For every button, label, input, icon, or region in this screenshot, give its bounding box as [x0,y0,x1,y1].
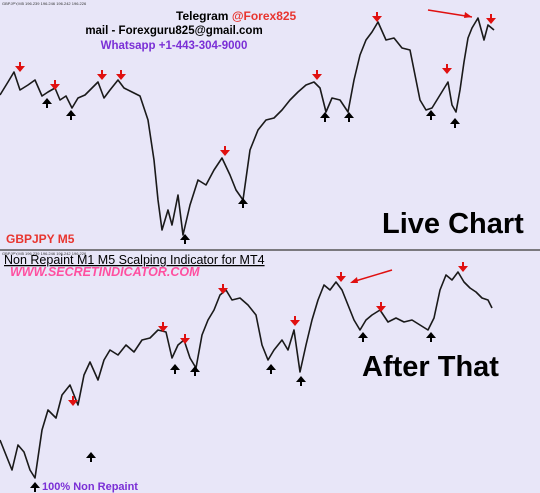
contact: Telegram @Forex825 [176,9,297,23]
mail: mail - Forexguru825@gmail.com [85,25,262,37]
whatsapp: Whatsapp +1-443-304-9000 [101,40,248,52]
footer: 100% Non Repaint [42,481,138,493]
symbol: GBPJPY M5 [6,232,75,246]
arrows [30,262,468,492]
price-line [0,271,493,479]
website: WWW.SECRETINDICATOR.COM [10,265,200,279]
info-line: GBPJPY,M5 196.239 196.246 196.242 196.22… [2,251,87,256]
telegram-handle: @Forex825 [232,9,297,23]
title: Non Repaint M1 M5 Scalping Indicator for… [4,253,265,267]
info-line: GBPJPY,M5 196.239 196.246 196.242 196.22… [2,1,87,6]
caption: After That [362,351,499,383]
pointer-head [464,12,472,18]
pointer-arrow [351,269,393,283]
price-line [0,17,495,236]
telegram-label: Telegram [176,9,228,23]
caption: Live Chart [382,208,524,240]
pointer-head [350,277,358,283]
arrows [15,12,496,244]
